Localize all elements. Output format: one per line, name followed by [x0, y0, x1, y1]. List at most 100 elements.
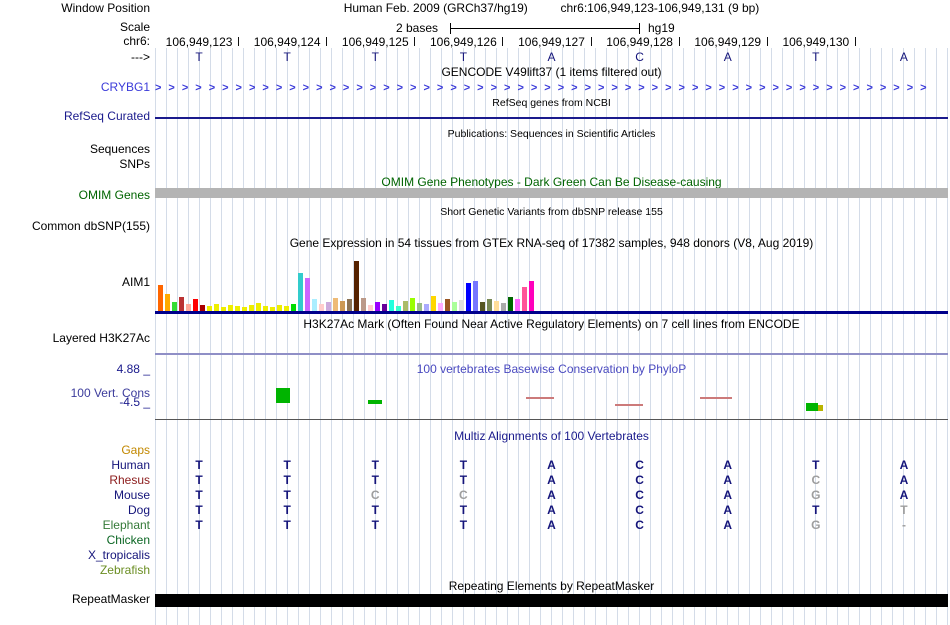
- repeatmasker-track-title[interactable]: Repeating Elements by RepeatMasker: [448, 579, 655, 593]
- multiz-track-title[interactable]: Multiz Alignments of 100 Vertebrates: [454, 429, 649, 443]
- gtex-expression-chart[interactable]: [158, 261, 544, 311]
- conservation-mark: [368, 400, 382, 404]
- position-tick: [326, 37, 328, 46]
- refseq-curated-line[interactable]: [155, 117, 948, 119]
- species-label-dog[interactable]: Dog: [127, 503, 150, 517]
- h3k27ac-signal-line[interactable]: [155, 353, 948, 355]
- assembly-label: hg19: [648, 21, 675, 35]
- species-label-elephant[interactable]: Elephant: [102, 518, 150, 532]
- conservation-mark: [276, 388, 290, 403]
- species-label-zebrafish[interactable]: Zebrafish: [99, 563, 150, 577]
- gtex-expression-bar: [529, 281, 534, 311]
- conservation-mark: [700, 397, 732, 399]
- gencode-transcript-arrows[interactable]: >>>>>>>>>>>>>>>>>>>>>>>>>>>>>>>>>>>>>>>>…: [155, 82, 934, 94]
- gtex-expression-bar: [186, 304, 191, 311]
- gtex-expression-bar: [389, 300, 394, 311]
- gene-label-aim1[interactable]: AIM1: [121, 275, 150, 289]
- aligned-base: A: [547, 488, 556, 502]
- scale-value: 2 bases: [395, 21, 438, 35]
- gencode-track-title[interactable]: GENCODE V49lift37 (1 items filtered out): [441, 65, 662, 79]
- gtex-expression-bar: [410, 298, 415, 311]
- conservation-track-label[interactable]: 100 Vert. Cons: [70, 386, 150, 400]
- aligned-base: A: [547, 473, 556, 487]
- h3k27ac-track-title[interactable]: H3K27Ac Mark (Often Found Near Active Re…: [303, 317, 800, 331]
- aligned-base: C: [635, 488, 644, 502]
- gene-label-crybg1[interactable]: CRYBG1: [100, 80, 150, 94]
- snps-label[interactable]: SNPs: [119, 157, 150, 171]
- species-label-mouse[interactable]: Mouse: [113, 488, 150, 502]
- strand-arrow-label: --->: [131, 50, 150, 64]
- gtex-expression-bar: [312, 299, 317, 311]
- aligned-base: T: [283, 488, 291, 502]
- gtex-expression-bar: [326, 302, 331, 311]
- omim-track-title[interactable]: OMIM Gene Phenotypes - Dark Green Can Be…: [381, 175, 722, 189]
- gtex-expression-bar: [382, 304, 387, 311]
- reference-base: A: [899, 50, 908, 64]
- omim-gene-bar[interactable]: [155, 188, 948, 198]
- gtex-expression-bar: [214, 304, 219, 311]
- gtex-expression-bar: [340, 301, 345, 311]
- dbsnp-track-title[interactable]: Short Genetic Variants from dbSNP releas…: [440, 206, 663, 218]
- species-label-human[interactable]: Human: [111, 458, 150, 472]
- refseq-track-title[interactable]: RefSeq genes from NCBI: [492, 97, 611, 109]
- publications-track-title[interactable]: Publications: Sequences in Scientific Ar…: [447, 128, 656, 140]
- aligned-base: T: [283, 473, 291, 487]
- aligned-base: C: [635, 458, 644, 472]
- conservation-max-label: 4.88 _: [116, 362, 150, 376]
- gtex-expression-bar: [438, 303, 443, 311]
- aligned-base: T: [812, 458, 820, 472]
- gtex-expression-bar: [228, 305, 233, 311]
- position-tick: [238, 37, 240, 46]
- reference-base: A: [547, 50, 556, 64]
- aligned-base: T: [195, 488, 203, 502]
- repeatmasker-label[interactable]: RepeatMasker: [71, 592, 150, 606]
- aligned-base: T: [371, 458, 379, 472]
- gtex-expression-bar: [501, 303, 506, 311]
- gtex-expression-bar: [207, 306, 212, 311]
- browser-position-title: Human Feb. 2009 (GRCh37/hg19) chr6:106,9…: [155, 2, 948, 15]
- gtex-expression-bar: [291, 304, 296, 311]
- gtex-expression-bar: [298, 273, 303, 311]
- gtex-expression-bar: [172, 302, 177, 311]
- species-label-chicken[interactable]: Chicken: [106, 533, 150, 547]
- scale-bar: [450, 28, 640, 29]
- gaps-label[interactable]: Gaps: [121, 443, 150, 457]
- position-tick: [414, 37, 416, 46]
- layered-h3k27ac-label[interactable]: Layered H3K27Ac: [52, 331, 150, 345]
- gtex-expression-bar: [445, 299, 450, 311]
- gtex-expression-bar: [515, 299, 520, 311]
- conservation-min-label: -4.5 _: [119, 395, 150, 409]
- omim-genes-label[interactable]: OMIM Genes: [78, 188, 150, 202]
- window-position-value: chr6:106,949,123-106,949,131 (9 bp): [560, 1, 760, 15]
- species-label-rhesus[interactable]: Rhesus: [109, 473, 150, 487]
- conservation-baseline: [155, 419, 948, 420]
- gtex-expression-bar: [466, 283, 471, 311]
- gtex-expression-bar: [508, 297, 513, 311]
- gtex-expression-bar: [403, 301, 408, 311]
- conservation-mark: [615, 404, 643, 406]
- gtex-expression-bar: [417, 303, 422, 311]
- aligned-base: T: [283, 518, 291, 532]
- species-label-x_tropicalis[interactable]: X_tropicalis: [87, 548, 150, 562]
- common-dbsnp-label[interactable]: Common dbSNP(155): [31, 219, 150, 233]
- position-label: 106,949,127: [518, 35, 585, 49]
- scale-bar-right-tick: [639, 23, 640, 34]
- aligned-base: C: [370, 488, 380, 502]
- repeatmasker-bar[interactable]: [155, 594, 948, 607]
- aligned-base: T: [195, 503, 203, 517]
- gtex-expression-bar: [452, 302, 457, 311]
- reference-base: T: [459, 50, 468, 64]
- conservation-track-title[interactable]: 100 vertebrates Basewise Conservation by…: [416, 362, 687, 376]
- gtex-track-title[interactable]: Gene Expression in 54 tissues from GTEx …: [289, 236, 814, 250]
- sequences-label[interactable]: Sequences: [89, 142, 150, 156]
- gtex-expression-bar: [256, 303, 261, 311]
- gtex-expression-bar: [305, 278, 310, 311]
- chrom-label: chr6:: [123, 34, 150, 48]
- position-tick: [502, 37, 504, 46]
- reference-base: T: [195, 50, 203, 64]
- refseq-curated-label[interactable]: RefSeq Curated: [63, 109, 150, 123]
- gtex-baseline: [155, 311, 948, 314]
- gtex-expression-bar: [487, 299, 492, 311]
- gtex-expression-bar: [249, 305, 254, 311]
